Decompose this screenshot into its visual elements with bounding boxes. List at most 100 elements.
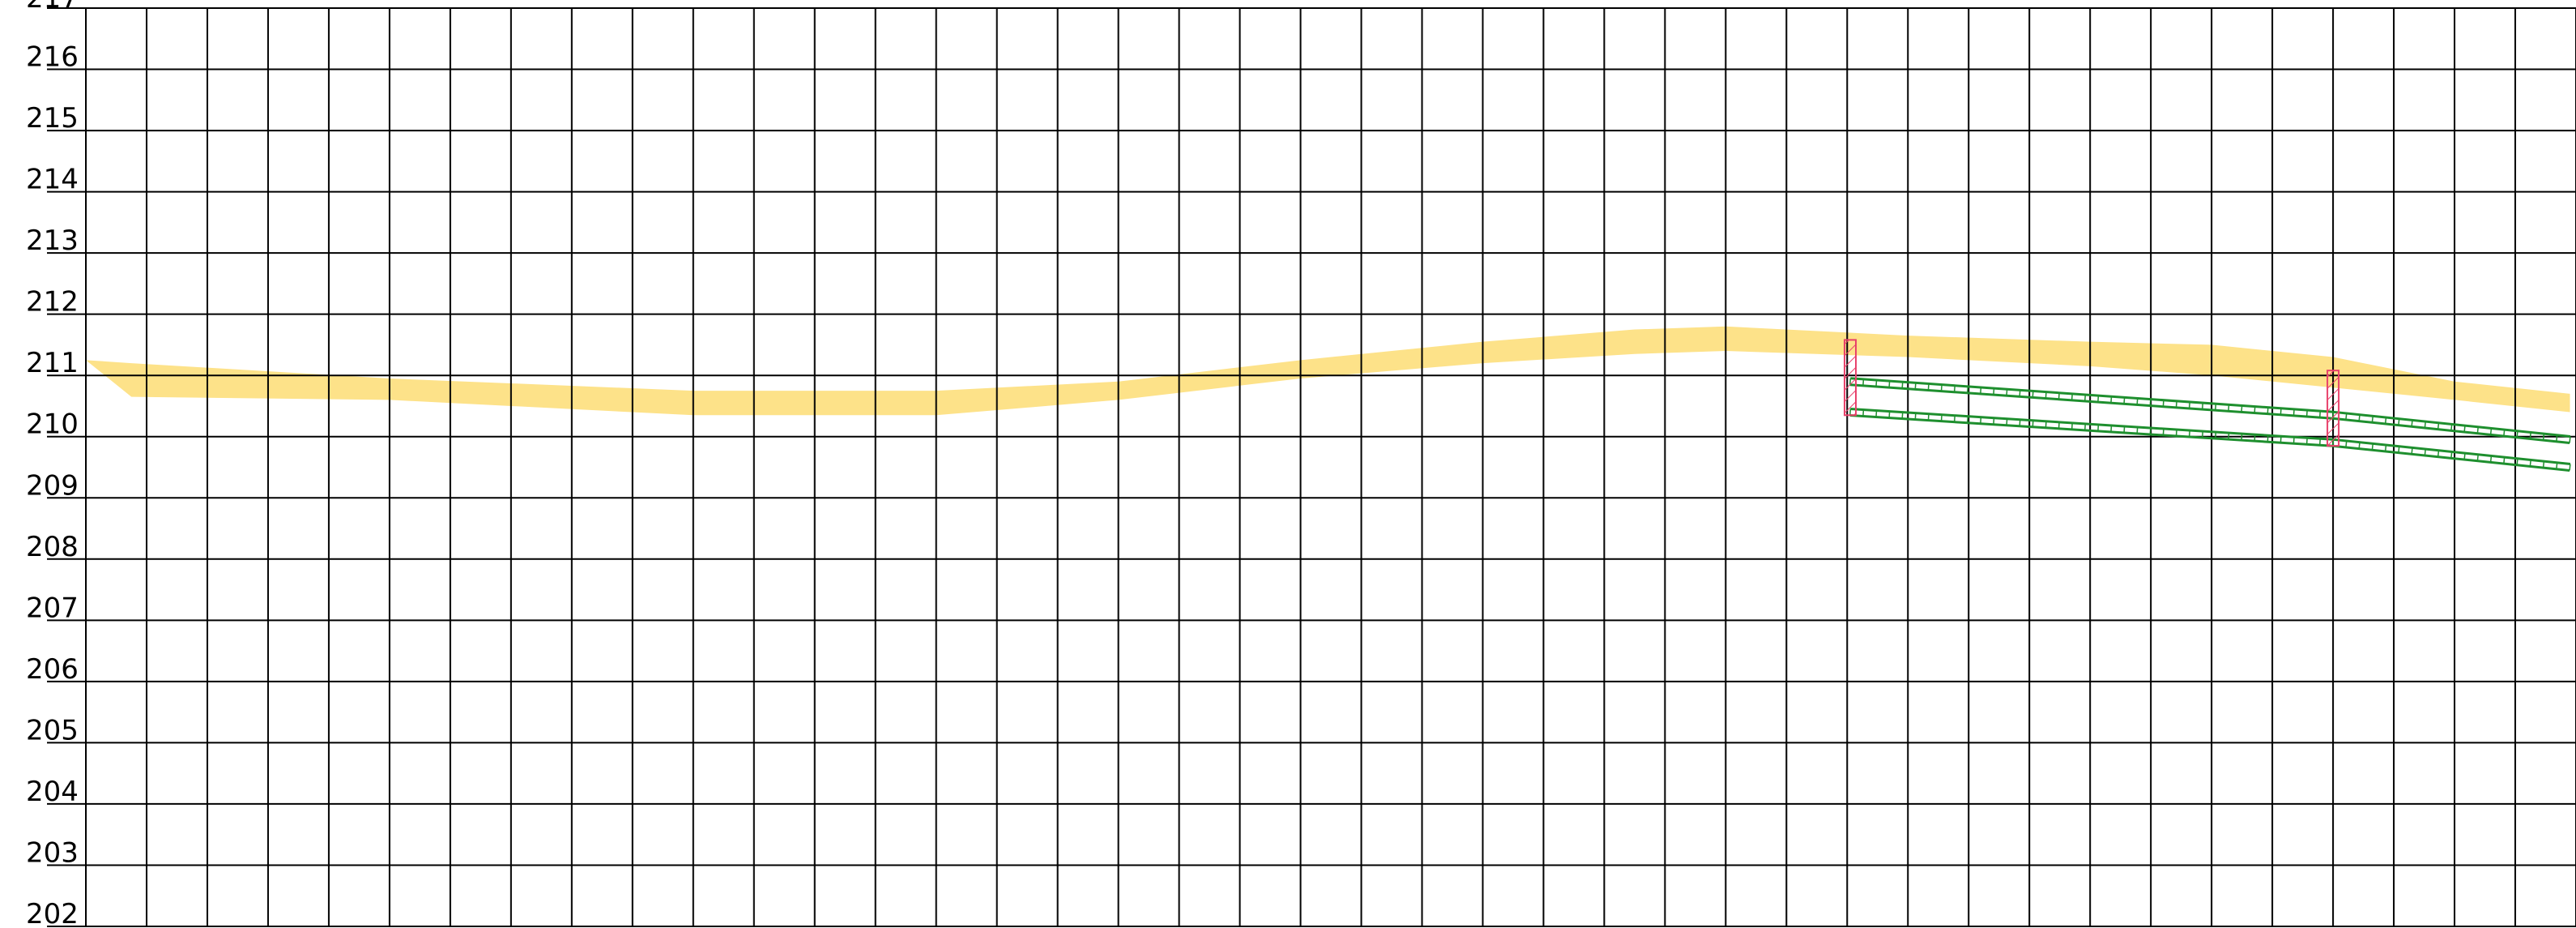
pipe-rung xyxy=(2345,413,2348,421)
pipe-rung xyxy=(2254,406,2256,413)
pipe-rung xyxy=(2097,396,2100,403)
pipe-rung xyxy=(2358,442,2361,449)
elevation-label: 211 xyxy=(26,347,79,379)
pipe-rung xyxy=(2228,404,2230,412)
pipe-rung xyxy=(2083,394,2087,402)
pipe-rung xyxy=(2241,434,2243,441)
pipe-rung xyxy=(2032,420,2034,427)
pipe-rung xyxy=(2345,440,2348,448)
pipe-rung xyxy=(2463,453,2466,460)
pipe-rung xyxy=(1901,412,1904,419)
pipe-rung xyxy=(1940,414,1943,421)
pipe-rung xyxy=(2292,437,2295,444)
pipe-rung xyxy=(2058,392,2060,400)
pipe-rung xyxy=(2045,421,2047,428)
pipe-rung xyxy=(2267,407,2269,414)
pipe-rung xyxy=(2318,411,2322,418)
pipe-edge xyxy=(1850,408,2334,441)
pipe-rung xyxy=(2149,427,2152,435)
pipe-rung xyxy=(2136,398,2139,405)
pipe-rung xyxy=(2280,408,2282,415)
pipe-rung xyxy=(2254,434,2256,442)
pipe-rung xyxy=(2476,426,2479,434)
pipe-rung xyxy=(2123,426,2126,433)
pipe-rung xyxy=(2267,435,2269,443)
pipe-rung xyxy=(1914,383,1917,390)
manhole xyxy=(2327,370,2340,447)
elevation-label-layer: 217 216 215 214 213 212 211 210 209 208 207 206 205 2… xyxy=(26,0,79,928)
pipe-rung xyxy=(2071,393,2073,400)
pipe-rung xyxy=(1927,413,1930,421)
pipe-rung xyxy=(2358,414,2361,421)
pipe-edge xyxy=(2332,417,2570,444)
elevation-label: 217 xyxy=(26,0,79,15)
pipe-rung xyxy=(1927,383,1930,391)
elevation-label: 205 xyxy=(26,714,79,746)
pipe-rung xyxy=(1888,381,1891,388)
pipe-rung xyxy=(2084,423,2087,430)
pipe-rung xyxy=(2305,438,2308,445)
manhole-layer xyxy=(1844,339,2340,447)
ground-band xyxy=(86,326,2570,416)
elevation-label: 215 xyxy=(26,102,79,135)
pipe-rung xyxy=(1862,378,1865,386)
pipe-rung xyxy=(2162,400,2164,407)
pipe-rung xyxy=(2071,422,2073,430)
pipe-rung xyxy=(2110,396,2113,404)
pipe-rung xyxy=(1862,409,1865,417)
elevation-label: 216 xyxy=(26,41,79,74)
pipe-rung xyxy=(2450,424,2453,431)
pipe-rung xyxy=(2516,458,2518,465)
pipe-rung xyxy=(2280,436,2282,443)
grid-layer xyxy=(47,7,2576,927)
pipe-rung xyxy=(2463,426,2466,433)
pipe-rung xyxy=(2241,405,2243,413)
elevation-label: 210 xyxy=(26,408,79,441)
pipe-edge xyxy=(1850,377,2334,413)
elevation-label: 208 xyxy=(26,531,79,563)
pipe-rung xyxy=(2489,428,2493,435)
pipe-rung xyxy=(2529,432,2531,439)
pipe-rung xyxy=(1875,379,1878,387)
pipe-edge xyxy=(2332,444,2570,472)
pipe-segment xyxy=(2331,410,2571,444)
pipe-segment xyxy=(1849,408,2335,447)
pipe-edge xyxy=(1849,414,2333,447)
elevation-label: 209 xyxy=(26,469,79,502)
pipe-rung xyxy=(2529,460,2531,467)
pipe-rung xyxy=(2058,421,2060,429)
elevation-label: 202 xyxy=(26,898,79,928)
elevation-label: 207 xyxy=(26,592,79,624)
manhole xyxy=(1844,339,1857,417)
pipe-rung xyxy=(2149,399,2152,406)
pipe-rung xyxy=(2503,430,2506,437)
ground-layer xyxy=(86,326,2570,416)
pipe-rung xyxy=(2019,390,2021,397)
pipe-rung xyxy=(2476,454,2479,461)
pipe-rung xyxy=(2136,426,2139,434)
pipe-rung xyxy=(2305,410,2308,417)
pipe-rung xyxy=(2123,397,2126,404)
pipe-rung xyxy=(2110,425,2113,432)
elevation-label: 206 xyxy=(26,653,79,686)
elevation-label: 203 xyxy=(26,836,79,869)
pipe-rung xyxy=(2450,451,2453,459)
pipe-edge xyxy=(1849,383,2333,420)
pipe-segment xyxy=(2331,438,2571,472)
pipe-rung xyxy=(2371,416,2373,423)
elevation-label: 213 xyxy=(26,225,79,257)
pipe-rung xyxy=(2162,428,2164,436)
pipe-rung xyxy=(2489,455,2493,463)
pipe-rung xyxy=(2437,450,2440,457)
elevation-label: 212 xyxy=(26,286,79,319)
pipe-rung xyxy=(1901,382,1904,389)
pipe-rung xyxy=(1940,384,1943,391)
pipe-rung xyxy=(2045,391,2047,399)
pipe-rung xyxy=(2019,419,2021,426)
pipe-rung xyxy=(2228,433,2230,440)
pipe-segment xyxy=(1849,377,2335,420)
pipe-rung xyxy=(1888,411,1891,418)
pipe-rung xyxy=(2032,391,2034,398)
elevation-label: 204 xyxy=(26,776,79,808)
